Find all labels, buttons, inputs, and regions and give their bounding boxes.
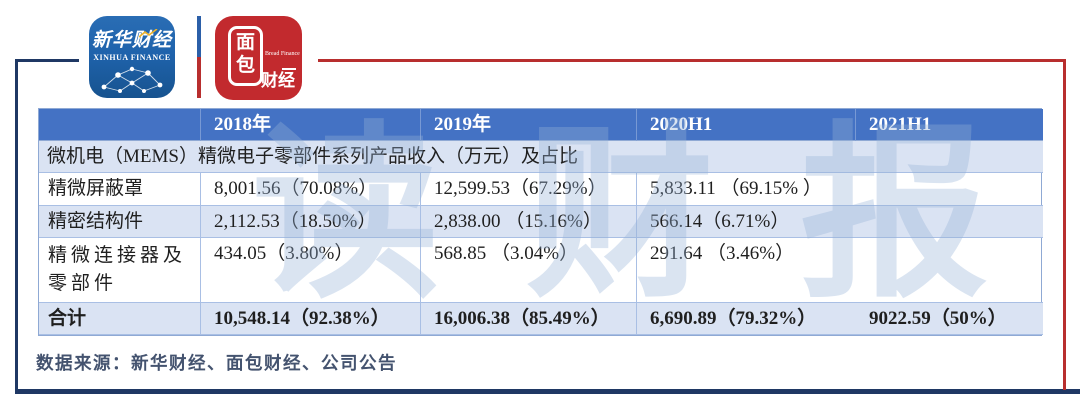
divider-red-half (197, 57, 201, 98)
table-cell (856, 238, 1043, 303)
bread-logo-latin-text: Bread Finance (265, 51, 300, 57)
table-cell: 434.05（3.80%） (201, 238, 421, 303)
row-label-connectors-text: 精微连接器及零部件 (48, 245, 187, 294)
frame-top-left-line (15, 59, 79, 62)
frame-top-right-line (318, 59, 1066, 62)
row-label-shielding: 精微屏蔽罩 (39, 173, 201, 206)
table-cell: 568.85 （3.04%） (421, 238, 637, 303)
frame-bottom-line (15, 389, 1080, 394)
header-cell-2021h1: 2021H1 (856, 109, 1043, 141)
row-label-total: 合计 (39, 303, 201, 335)
xinhua-logo-latin-text: XINHUA FINANCE (93, 53, 171, 62)
table-cell: 291.64 （3.46%） (637, 238, 856, 303)
table-cell (856, 173, 1043, 206)
table-cell: 2,112.53（18.50%） (201, 206, 421, 238)
revenue-table: 2018年 2019年 2020H1 2021H1 微机电（MEMS）精微电子零… (38, 108, 1043, 336)
header-cell-blank (39, 109, 201, 141)
table-cell: 16,006.38（85.49%） (421, 303, 637, 335)
header-cell-2020h1: 2020H1 (637, 109, 856, 141)
bread-logo-outline-box: 面 包 (228, 26, 263, 86)
bread-logo-suffix-text: 财经 (261, 71, 295, 90)
header-cell-2019: 2019年 (421, 109, 637, 141)
frame-right-line (1063, 59, 1066, 390)
bread-logo-dash (282, 68, 296, 70)
table-cell: 2,838.00 （15.16%） (421, 206, 637, 238)
table-subtitle-row: 微机电（MEMS）精微电子零部件系列产品收入（万元）及占比 (39, 141, 1043, 173)
table-cell: 12,599.53（67.29%） (421, 173, 637, 206)
bread-logo-char-top: 面 (235, 32, 255, 53)
row-label-connectors: 精微连接器及零部件 (39, 238, 201, 303)
table-cell (856, 206, 1043, 238)
bread-finance-logo: 面 包 Bread Finance 财经 (215, 16, 302, 100)
logo-divider-bar (197, 16, 201, 98)
frame-left-line (15, 59, 18, 392)
table-cell: 9022.59（50%） (856, 303, 1043, 335)
xinhua-logo-name: 新华财经 (91, 30, 172, 51)
table-cell: 10,548.14（92.38%） (201, 303, 421, 335)
data-source-note: 数据来源：新华财经、面包财经、公司公告 (36, 353, 397, 373)
bread-logo-char-bottom: 包 (235, 55, 255, 76)
stock-line-icon (139, 29, 158, 38)
divider-blue-half (197, 16, 201, 57)
table-cell: 566.14（6.71%） (637, 206, 856, 238)
row-label-structural: 精密结构件 (39, 206, 201, 238)
network-constellation-icon (101, 66, 163, 93)
table-cell: 6,690.89（79.32%） (637, 303, 856, 335)
xinhua-logo-chinese-text: 新华财经 (89, 25, 175, 52)
table-cell: 5,833.11 （69.15% ） (637, 173, 856, 206)
table-cell: 8,001.56（70.08%） (201, 173, 421, 206)
xinhua-finance-logo: 新华财经 XINHUA FINANCE (89, 16, 175, 98)
header-cell-2018: 2018年 (201, 109, 421, 141)
